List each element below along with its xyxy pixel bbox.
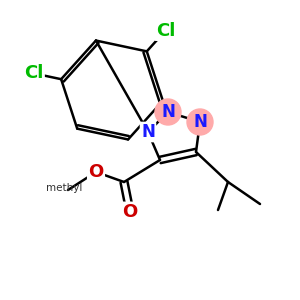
Text: O: O xyxy=(122,203,138,221)
Text: Cl: Cl xyxy=(156,22,175,40)
Text: N: N xyxy=(161,103,175,121)
Text: O: O xyxy=(88,163,104,181)
Text: methyl: methyl xyxy=(46,183,82,193)
Circle shape xyxy=(187,109,213,135)
Circle shape xyxy=(155,99,181,125)
Text: Cl: Cl xyxy=(24,64,44,82)
Text: N: N xyxy=(141,123,155,141)
Text: N: N xyxy=(193,113,207,131)
